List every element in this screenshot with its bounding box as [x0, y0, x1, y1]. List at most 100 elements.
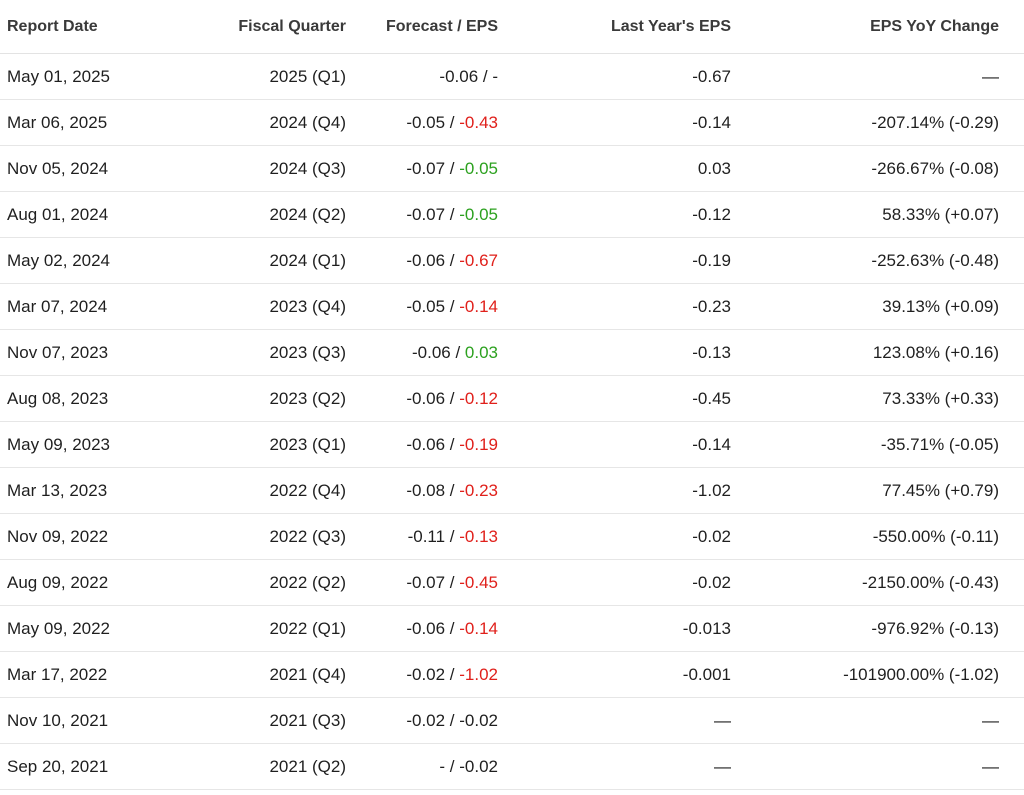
forecast-eps-separator: /	[445, 158, 460, 178]
forecast-eps-separator: /	[445, 756, 460, 776]
column-header-fiscal-quarter[interactable]: Fiscal Quarter	[200, 0, 354, 54]
eps-yoy-change-cell: 73.33% (+0.33)	[739, 375, 1007, 422]
report-date-cell: Mar 06, 2025	[0, 99, 200, 146]
forecast-eps-separator: /	[445, 204, 460, 224]
actual-eps-value: -0.19	[459, 434, 498, 454]
eps-yoy-change-cell: 123.08% (+0.16)	[739, 329, 1007, 376]
report-date-cell: Nov 10, 2021	[0, 697, 200, 744]
table-row: May 01, 2025 2025 (Q1) -0.06 / - -0.67—	[0, 53, 1024, 100]
table-body: May 01, 2025 2025 (Q1) -0.06 / - -0.67— Mar …	[0, 53, 1024, 790]
last-year-eps-cell: —	[506, 743, 739, 790]
column-header-eps-yoy-change[interactable]: EPS YoY Change	[739, 0, 1007, 54]
forecast-eps-cell: -0.07 / -0.05	[354, 145, 506, 192]
forecast-eps-separator: /	[445, 434, 460, 454]
forecast-eps-separator: /	[445, 572, 460, 592]
report-date-cell: Sep 20, 2021	[0, 743, 200, 790]
forecast-value: -0.08	[406, 480, 446, 500]
fiscal-quarter-cell: 2024 (Q3)	[200, 145, 354, 192]
fiscal-quarter-cell: 2023 (Q3)	[200, 329, 354, 376]
forecast-eps-separator: /	[445, 480, 460, 500]
forecast-value: -0.07	[406, 158, 446, 178]
actual-eps-value: -0.45	[459, 572, 498, 592]
next-column-cell	[1007, 145, 1024, 192]
column-header-report-date[interactable]: Report Date	[0, 0, 200, 54]
fiscal-quarter-cell: 2023 (Q4)	[200, 283, 354, 330]
table-row: Nov 10, 2021 2021 (Q3) -0.02 / -0.02— —	[0, 697, 1024, 744]
last-year-eps-cell: -0.19	[506, 237, 739, 284]
next-column-cell	[1007, 605, 1024, 652]
table-row: Mar 07, 2024 2023 (Q4) -0.05 / -0.14 -0.23 3…	[0, 283, 1024, 330]
next-column-cell	[1007, 283, 1024, 330]
forecast-eps-separator: /	[445, 250, 460, 270]
actual-eps-value: -0.23	[459, 480, 498, 500]
last-year-eps-cell: -0.13	[506, 329, 739, 376]
table-row: May 02, 2024 2024 (Q1) -0.06 / -0.67 -0.19-…	[0, 237, 1024, 284]
last-year-eps-cell: -0.23	[506, 283, 739, 330]
last-year-eps-cell: -0.001	[506, 651, 739, 698]
eps-yoy-change-cell: -35.71% (-0.05)	[739, 421, 1007, 468]
eps-yoy-change-cell: -207.14% (-0.29)	[739, 99, 1007, 146]
forecast-eps-cell: -0.08 / -0.23	[354, 467, 506, 514]
eps-yoy-change-cell: -550.00% (-0.11)	[739, 513, 1007, 560]
forecast-value: -0.02	[406, 710, 446, 730]
next-column-cell	[1007, 651, 1024, 698]
actual-eps-value: -0.05	[459, 204, 498, 224]
forecast-value: -0.05	[406, 112, 446, 132]
forecast-value: -0.06	[406, 250, 446, 270]
forecast-eps-cell: - / -0.02	[354, 743, 506, 790]
forecast-value: -0.06	[406, 388, 446, 408]
fiscal-quarter-cell: 2025 (Q1)	[200, 53, 354, 100]
fiscal-quarter-cell: 2024 (Q2)	[200, 191, 354, 238]
forecast-eps-cell: -0.05 / -0.43	[354, 99, 506, 146]
actual-eps-value: -0.14	[459, 618, 498, 638]
actual-eps-value: -0.02	[459, 710, 498, 730]
forecast-value: -	[439, 756, 446, 776]
next-column-cell	[1007, 559, 1024, 606]
eps-yoy-change-cell: -2150.00% (-0.43)	[739, 559, 1007, 606]
report-date-cell: May 09, 2023	[0, 421, 200, 468]
next-column-cell	[1007, 53, 1024, 100]
next-column-cell	[1007, 329, 1024, 376]
actual-eps-value: -0.67	[459, 250, 498, 270]
forecast-eps-separator: /	[445, 618, 460, 638]
column-header-forecast-eps[interactable]: Forecast / EPS	[354, 0, 506, 54]
next-column-cell	[1007, 513, 1024, 560]
table-row: Nov 05, 2024 2024 (Q3) -0.07 / -0.05 0.03 -2…	[0, 145, 1024, 192]
next-column-cell	[1007, 697, 1024, 744]
last-year-eps-cell: -0.67	[506, 53, 739, 100]
fiscal-quarter-cell: 2024 (Q1)	[200, 237, 354, 284]
report-date-cell: Mar 07, 2024	[0, 283, 200, 330]
last-year-eps-cell: -0.45	[506, 375, 739, 422]
table-row: Sep 20, 2021 2021 (Q2) - / -0.02— —	[0, 743, 1024, 790]
fiscal-quarter-cell: 2023 (Q1)	[200, 421, 354, 468]
next-column-cell	[1007, 421, 1024, 468]
report-date-cell: Mar 17, 2022	[0, 651, 200, 698]
table-row: Mar 17, 2022 2021 (Q4) -0.02 / -1.02 -0.001…	[0, 651, 1024, 698]
next-column-cell	[1007, 237, 1024, 284]
table-row: Aug 01, 2024 2024 (Q2) -0.07 / -0.05 -0.12 5…	[0, 191, 1024, 238]
forecast-eps-cell: -0.07 / -0.45	[354, 559, 506, 606]
fiscal-quarter-cell: 2022 (Q3)	[200, 513, 354, 560]
table-row: May 09, 2022 2022 (Q1) -0.06 / -0.14 -0.013…	[0, 605, 1024, 652]
actual-eps-value: -0.14	[459, 296, 498, 316]
fiscal-quarter-cell: 2022 (Q2)	[200, 559, 354, 606]
fiscal-quarter-cell: 2022 (Q4)	[200, 467, 354, 514]
column-header-next-partial[interactable]: F	[1007, 0, 1024, 54]
column-header-last-year-eps[interactable]: Last Year's EPS	[506, 0, 739, 54]
last-year-eps-cell: -0.12	[506, 191, 739, 238]
eps-yoy-change-cell: -101900.00% (-1.02)	[739, 651, 1007, 698]
last-year-eps-cell: -0.013	[506, 605, 739, 652]
next-column-cell	[1007, 99, 1024, 146]
actual-eps-value: -0.12	[459, 388, 498, 408]
last-year-eps-cell: -0.14	[506, 421, 739, 468]
report-date-cell: Aug 01, 2024	[0, 191, 200, 238]
table-row: Aug 09, 2022 2022 (Q2) -0.07 / -0.45 -0.02-…	[0, 559, 1024, 606]
forecast-eps-cell: -0.02 / -1.02	[354, 651, 506, 698]
actual-eps-value: -0.05	[459, 158, 498, 178]
actual-eps-value: -	[492, 66, 498, 86]
forecast-value: -0.07	[406, 204, 446, 224]
forecast-eps-cell: -0.02 / -0.02	[354, 697, 506, 744]
last-year-eps-cell: -0.02	[506, 559, 739, 606]
forecast-eps-separator: /	[445, 388, 460, 408]
